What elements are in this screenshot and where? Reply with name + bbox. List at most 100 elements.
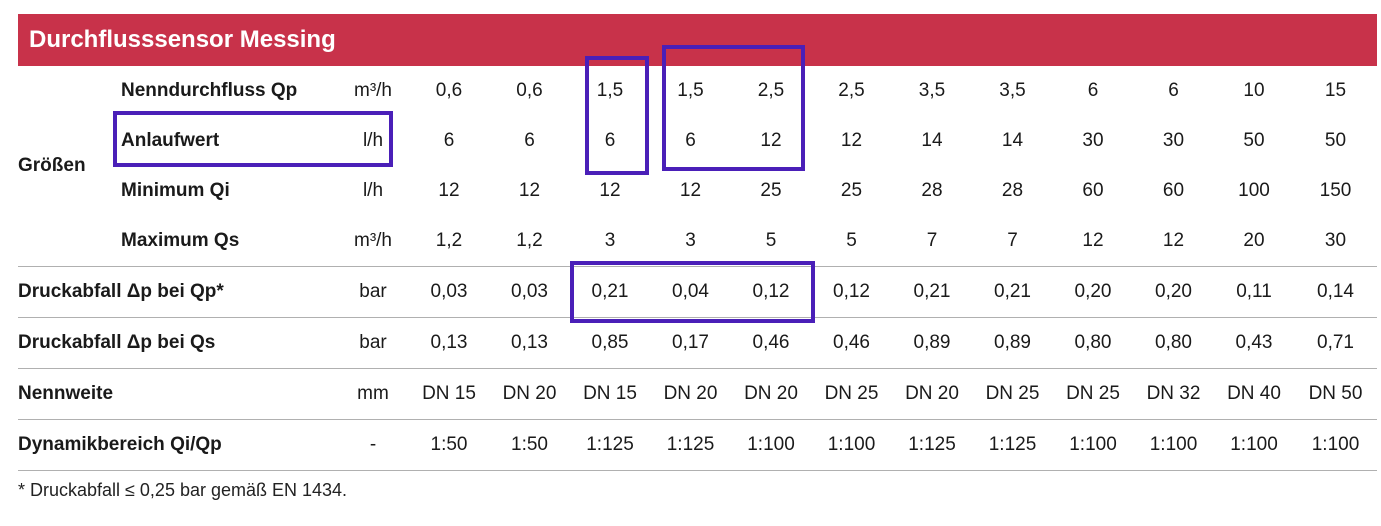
value-cell: 6 [604, 130, 616, 151]
value-cell: DN 15 [570, 368, 650, 420]
table-row: Dynamikbereich Qi/Qp -1:50 1:50 1:125 1:125 1… [18, 419, 1377, 471]
value-cell: 20 [1243, 230, 1265, 251]
value-cell: 6 [443, 130, 455, 151]
value-cell: 6 [1087, 80, 1099, 101]
value-cell: 1:100 [1294, 419, 1377, 471]
value-cell: 0,13 [409, 317, 489, 369]
value-cell: 14 [921, 130, 943, 151]
value-cell: 0,04 [650, 266, 731, 318]
value-cell: 1:100 [1053, 419, 1133, 471]
value-cell: 14 [1001, 130, 1024, 151]
value-cell: 0,13 [489, 317, 570, 369]
value-cell: DN 50 [1294, 368, 1377, 420]
value-cell: DN 25 [1053, 368, 1133, 420]
table-title: Durchflusssensor Messing [29, 26, 336, 53]
value-cell: 0,71 [1294, 317, 1377, 369]
value-cell: 1,5 [596, 80, 624, 101]
table-row: Maximum Qs m³/h 1,2 1,2 3 3 5 5 7 7 12 12 20 30 [18, 216, 1377, 267]
value-cell: 0,14 [1294, 266, 1377, 318]
value-cell: 60 [1162, 180, 1185, 201]
table-row: Anlaufwert l/h 6 6 6 6 12 12 14 14 30 30 50 50 [18, 116, 1377, 166]
value-cell: 0,17 [650, 317, 731, 369]
value-cell: 12 [1162, 230, 1185, 251]
table-row: Größen Nenndurchfluss Qp m³/h 0,6 0,6 1,5 1,5 2… [18, 66, 1377, 176]
value-cell: 0,21 [570, 266, 650, 318]
value-cell: 1,2 [435, 230, 463, 251]
value-cell: 1:125 [892, 419, 972, 471]
value-cell: 150 [1319, 180, 1352, 201]
table-header-bar: Durchflusssensor Messing [18, 14, 1377, 66]
row-label: Dynamikbereich Qi/Qp [18, 419, 337, 471]
unit-cell: m³/h [354, 80, 392, 101]
value-cell: 0,89 [972, 317, 1053, 369]
value-cell: 0,21 [892, 266, 972, 318]
unit-cell: mm [337, 368, 409, 420]
value-cell: 2,5 [838, 80, 865, 101]
value-cell: 7 [1007, 230, 1018, 251]
value-cell: 1,2 [516, 230, 543, 251]
value-cell: 0,80 [1053, 317, 1133, 369]
value-cell: 0,12 [731, 266, 811, 318]
value-cell: DN 20 [892, 368, 972, 420]
row-label: Anlaufwert [121, 130, 220, 151]
value-cell: 100 [1238, 180, 1270, 201]
row-label: Druckabfall Δp bei Qs [18, 317, 337, 369]
unit-cell: - [337, 419, 409, 471]
row-label: Maximum Qs [121, 230, 240, 251]
value-cell: 0,03 [409, 266, 489, 318]
value-cell: 0,20 [1133, 266, 1214, 318]
value-cell: 1:50 [409, 419, 489, 471]
value-cell: DN 20 [731, 368, 811, 420]
value-cell: 25 [760, 180, 782, 201]
value-cell: 6 [1168, 80, 1179, 101]
value-cell: 12 [438, 180, 460, 201]
group-label: Größen [18, 155, 86, 176]
value-cell: 28 [1001, 180, 1024, 201]
unit-cell: l/h [362, 180, 384, 201]
value-cell: 6 [524, 130, 535, 151]
value-cell: 0,20 [1053, 266, 1133, 318]
value-cell: DN 25 [972, 368, 1053, 420]
value-cell: DN 25 [811, 368, 892, 420]
value-cell: 0,21 [972, 266, 1053, 318]
unit-cell: m³/h [354, 230, 392, 251]
table-row: Nennweite mm DN 15 DN 20 DN 15 DN 20 DN 20 DN 2… [18, 368, 1377, 420]
value-cell: 1:50 [489, 419, 570, 471]
row-label: Nenndurchfluss Qp [121, 80, 298, 101]
value-cell: 10 [1243, 80, 1265, 101]
row-label: Minimum Qi [121, 180, 230, 201]
value-cell: 0,6 [435, 80, 463, 101]
unit-cell: l/h [362, 130, 384, 151]
value-cell: 30 [1324, 230, 1347, 251]
value-cell: 12 [599, 180, 621, 201]
value-cell: 30 [1082, 130, 1104, 151]
value-cell: DN 20 [650, 368, 731, 420]
value-cell: 1:100 [731, 419, 811, 471]
value-cell: 0,12 [811, 266, 892, 318]
value-cell: 0,89 [892, 317, 972, 369]
value-cell: 50 [1324, 130, 1347, 151]
value-cell: 30 [1162, 130, 1185, 151]
value-cell: 12 [679, 180, 702, 201]
value-cell: 1,5 [677, 80, 704, 101]
value-cell: 3,5 [999, 80, 1026, 101]
value-cell: 60 [1082, 180, 1104, 201]
value-cell: 3,5 [918, 80, 946, 101]
value-cell: 0,6 [516, 80, 543, 101]
value-cell: 1:100 [1133, 419, 1214, 471]
unit-cell: bar [337, 317, 409, 369]
row-label: Druckabfall Δp bei Qp* [18, 266, 337, 318]
spec-table: Größen Nenndurchfluss Qp m³/h 0,6 0,6 1,5 1,5 2… [18, 66, 1377, 471]
value-cell: 12 [1082, 230, 1104, 251]
value-cell: 28 [921, 180, 943, 201]
row-label: Nennweite [18, 368, 337, 420]
value-cell: 0,11 [1214, 266, 1294, 318]
table-row: Druckabfall Δp bei Qp* bar 0,03 0,03 0,21 0,0… [18, 266, 1377, 318]
value-cell: 15 [1324, 80, 1347, 101]
value-cell: 0,03 [489, 266, 570, 318]
value-cell: 0,43 [1214, 317, 1294, 369]
value-cell: 25 [840, 180, 863, 201]
table-row: Druckabfall Δp bei Qs bar 0,13 0,13 0,85 0,17… [18, 317, 1377, 369]
value-cell: 0,46 [731, 317, 811, 369]
value-cell: 0,80 [1133, 317, 1214, 369]
